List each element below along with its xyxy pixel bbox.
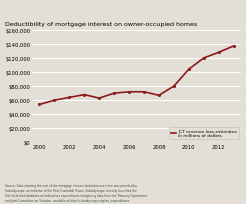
Text: Source: Data showing the cost of the mortgage interest deduction over time was p: Source: Data showing the cost of the mor…: [5, 183, 147, 202]
Text: Deductibility of mortgage interest on owner-occupied homes: Deductibility of mortgage interest on ow…: [5, 22, 197, 27]
Legend: JCT revenue loss estimates
in millions of dollars: JCT revenue loss estimates in millions o…: [169, 127, 239, 140]
